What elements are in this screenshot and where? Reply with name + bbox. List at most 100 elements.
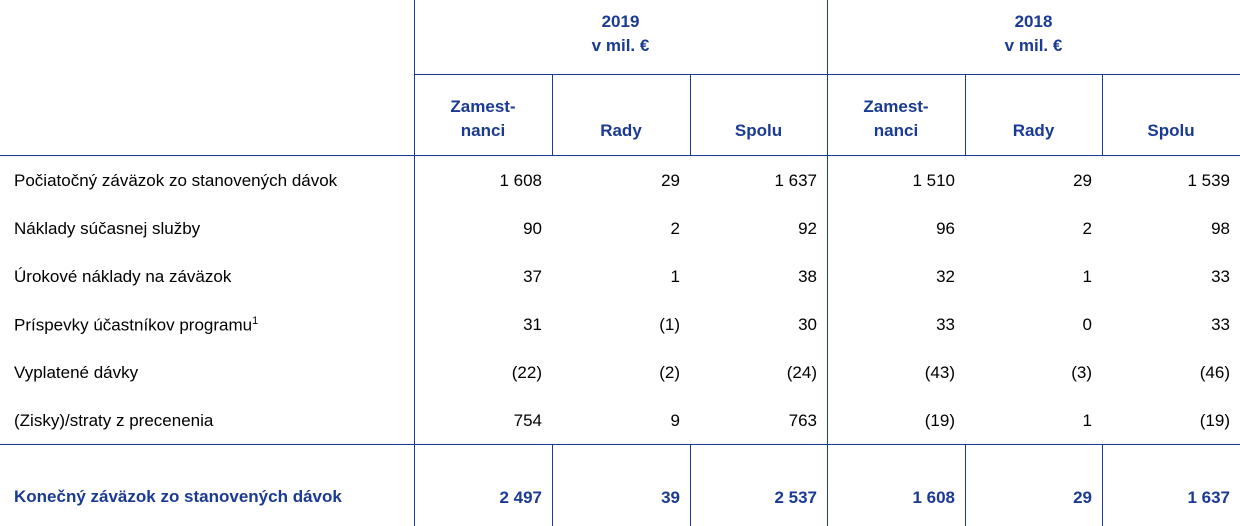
- column-header: Rady: [552, 75, 690, 155]
- rule: [690, 74, 691, 155]
- cell-value: 29: [661, 171, 680, 190]
- cell-value: 2: [1082, 219, 1092, 238]
- cell: 1 637: [690, 157, 827, 205]
- rule: [1102, 74, 1103, 155]
- column-header: Zamest-nanci: [414, 75, 552, 155]
- column-header-line: Rady: [1012, 121, 1055, 140]
- cell-value: 38: [798, 267, 817, 286]
- cell: 29: [965, 157, 1102, 205]
- cell-value: 29: [1073, 488, 1092, 507]
- cell-value: 1 539: [1187, 171, 1230, 190]
- cell-value: (22): [511, 363, 542, 382]
- cell-value: 31: [523, 315, 542, 334]
- cell-value: 33: [936, 315, 955, 334]
- cell: 2: [552, 205, 690, 253]
- cell: 96: [827, 205, 965, 253]
- cell: (19): [827, 397, 965, 445]
- cell-value: 9: [670, 411, 680, 430]
- row-label: Príspevky účastníkov programu1: [14, 301, 414, 349]
- cell: (46): [1102, 349, 1240, 397]
- cell: (24): [690, 349, 827, 397]
- unit: v mil. €: [591, 36, 650, 55]
- cell-value: 1 637: [774, 171, 817, 190]
- cell: 1 510: [827, 157, 965, 205]
- column-header: Spolu: [1102, 75, 1240, 155]
- cell: 30: [690, 301, 827, 349]
- cell: (43): [827, 349, 965, 397]
- rule: [965, 444, 966, 526]
- cell-value: 754: [513, 411, 542, 430]
- cell: 31: [414, 301, 552, 349]
- cell: 1 539: [1102, 157, 1240, 205]
- cell: 98: [1102, 205, 1240, 253]
- cell: (3): [965, 349, 1102, 397]
- cell: 37: [414, 253, 552, 301]
- cell: 33: [1102, 253, 1240, 301]
- total-label: Konečný záväzok zo stanovených dávok: [14, 445, 374, 526]
- column-header-line: Zamest-: [863, 97, 929, 116]
- cell: 29: [552, 157, 690, 205]
- label-text: Príspevky účastníkov programu: [14, 315, 253, 335]
- total-cell: 1 608: [827, 445, 965, 526]
- group-header: 2018 v mil. €: [827, 10, 1240, 70]
- column-header-line: nanci: [460, 121, 506, 140]
- column-header-line: Spolu: [734, 121, 783, 140]
- cell-value: 1 637: [1187, 488, 1230, 507]
- total-cell: 29: [965, 445, 1102, 526]
- cell: 2: [965, 205, 1102, 253]
- row-label: (Zisky)/straty z precenenia: [14, 397, 414, 445]
- column-header: Zamest-nanci: [827, 75, 965, 155]
- cell: 1 608: [414, 157, 552, 205]
- cell-value: 1: [670, 267, 680, 286]
- cell-value: 96: [936, 219, 955, 238]
- rule: [965, 74, 966, 155]
- cell-value: 37: [523, 267, 542, 286]
- rule: [827, 0, 828, 526]
- cell-value: 32: [936, 267, 955, 286]
- column-header-line: Rady: [600, 121, 642, 140]
- rule: [1102, 444, 1103, 526]
- cell-value: 1: [1082, 267, 1092, 286]
- rule: [414, 0, 415, 526]
- cell: (19): [1102, 397, 1240, 445]
- cell-value: 33: [1211, 315, 1230, 334]
- cell: 0: [965, 301, 1102, 349]
- label-text: (Zisky)/straty z precenenia: [14, 411, 214, 430]
- cell-value: 0: [1082, 315, 1092, 334]
- cell: 1: [552, 253, 690, 301]
- label-text: Konečný záväzok zo stanovených dávok: [14, 487, 342, 506]
- column-header: Spolu: [690, 75, 827, 155]
- cell-value: 763: [788, 411, 817, 430]
- year: 2019: [601, 12, 640, 31]
- rule: [0, 155, 1240, 156]
- footnote-ref: 1: [252, 314, 259, 327]
- row-label: Vyplatené dávky: [14, 349, 414, 397]
- cell: 33: [1102, 301, 1240, 349]
- cell-value: 2 537: [774, 488, 817, 507]
- total-cell: 2 537: [690, 445, 827, 526]
- cell-value: (1): [659, 315, 680, 334]
- cell-value: 90: [523, 219, 542, 238]
- label-text: Vyplatené dávky: [14, 363, 139, 382]
- cell: 92: [690, 205, 827, 253]
- cell: (1): [552, 301, 690, 349]
- cell: 763: [690, 397, 827, 445]
- cell-value: 1 608: [912, 488, 955, 507]
- column-header: Rady: [965, 75, 1102, 155]
- cell-value: (19): [1199, 411, 1230, 430]
- label-text: Počiatočný záväzok zo stanovených dávok: [14, 171, 338, 190]
- cell: 1: [965, 253, 1102, 301]
- year: 2018: [1014, 12, 1053, 31]
- cell-value: (43): [924, 363, 955, 382]
- cell-value: 33: [1211, 267, 1230, 286]
- rule: [690, 444, 691, 526]
- total-cell: 39: [552, 445, 690, 526]
- column-header-line: Spolu: [1147, 121, 1195, 140]
- cell: 90: [414, 205, 552, 253]
- rule: [552, 74, 553, 155]
- rule: [552, 444, 553, 526]
- cell: 33: [827, 301, 965, 349]
- column-header-line: nanci: [873, 121, 919, 140]
- label-text: Úrokové náklady na záväzok: [14, 267, 232, 286]
